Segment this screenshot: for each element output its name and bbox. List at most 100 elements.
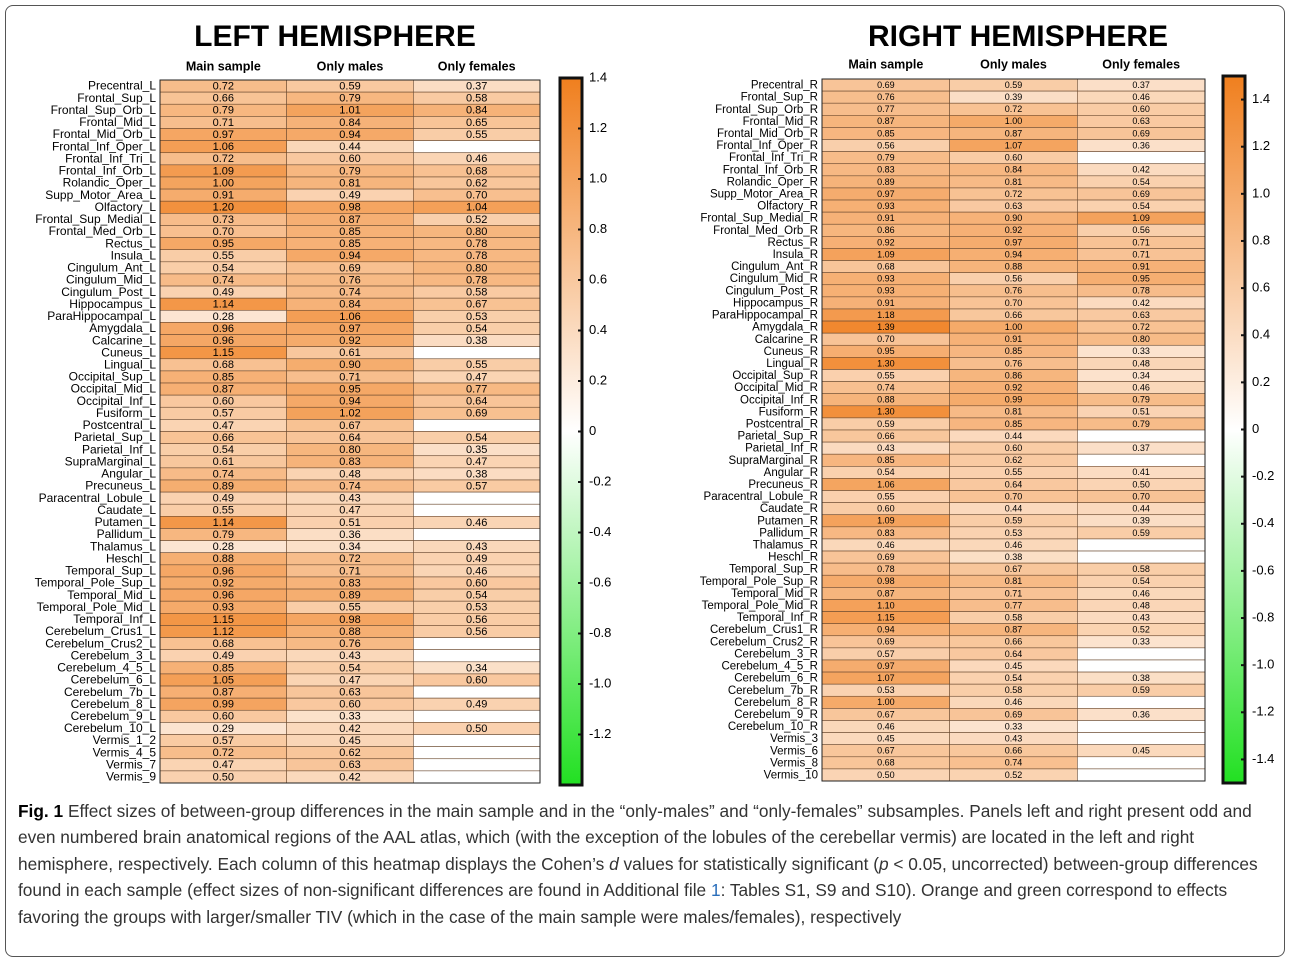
cell-label: 0.70 bbox=[213, 226, 234, 238]
cell-label: 0.76 bbox=[1005, 286, 1023, 296]
colorbar-tick-label: 0 bbox=[589, 423, 596, 438]
empty-cell bbox=[413, 734, 541, 747]
colorbar-tick-label: 1.4 bbox=[589, 69, 607, 84]
row-label: Thalamus_L bbox=[90, 539, 156, 553]
cell-label: 0.57 bbox=[213, 408, 234, 420]
cell-label: 0.47 bbox=[213, 420, 234, 432]
row-label: Olfactory_R bbox=[757, 201, 818, 213]
colorbar-tick-label: 0.8 bbox=[1252, 232, 1270, 247]
cell-label: 0.93 bbox=[877, 201, 895, 211]
cell-label: 0.59 bbox=[1132, 685, 1150, 695]
cell-label: 0.64 bbox=[1005, 649, 1023, 659]
column-header: Only males bbox=[317, 59, 384, 73]
caption-link[interactable]: 1 bbox=[710, 880, 721, 901]
cell-label: 0.88 bbox=[339, 626, 360, 638]
cell-label: 0.88 bbox=[877, 395, 895, 405]
cell-label: 1.05 bbox=[213, 674, 234, 686]
cell-label: 0.86 bbox=[1005, 370, 1023, 380]
column-header: Main sample bbox=[848, 57, 923, 71]
table-border bbox=[821, 78, 1206, 782]
colorbar-tick-label: 1.2 bbox=[589, 120, 607, 135]
cell-label: 0.59 bbox=[1005, 516, 1023, 526]
caption-text: values for statistically significant ( bbox=[618, 853, 879, 874]
row-label: Occipital_Mid_L bbox=[71, 382, 157, 396]
cell-label: 0.80 bbox=[339, 444, 360, 456]
cell-label: 0.72 bbox=[213, 153, 234, 165]
caption-text: : Tables S1, S9 and S10). Orange and gre… bbox=[18, 880, 1228, 927]
colorbar-tick-label: -1.0 bbox=[1252, 657, 1274, 672]
cell-label: 0.87 bbox=[1005, 128, 1023, 138]
cell-label: 0.94 bbox=[877, 625, 895, 635]
cell-label: 0.54 bbox=[877, 467, 895, 477]
cell-label: 0.45 bbox=[877, 734, 895, 744]
cell-label: 0.71 bbox=[339, 565, 360, 577]
cell-label: 0.58 bbox=[466, 287, 487, 299]
row-label: Cuneus_L bbox=[101, 345, 156, 359]
row-label: Precentral_R bbox=[751, 80, 818, 92]
row-label: Cerebelum_4_5_L bbox=[57, 661, 156, 675]
row-label: Rectus_R bbox=[768, 237, 819, 249]
row-label: Temporal_Mid_L bbox=[67, 588, 156, 602]
cell-label: 0.62 bbox=[466, 177, 487, 189]
cell-label: 0.39 bbox=[1005, 92, 1023, 102]
cell-label: 0.49 bbox=[213, 287, 234, 299]
empty-cell bbox=[413, 528, 541, 541]
cell-label: 0.78 bbox=[466, 250, 487, 262]
column-header: Only males bbox=[980, 57, 1047, 71]
row-label: Cerebelum_10_R bbox=[728, 721, 818, 733]
cell-label: 0.67 bbox=[466, 299, 487, 311]
row-label: Rectus_L bbox=[105, 236, 156, 250]
row-label: Occipital_Mid_R bbox=[734, 382, 818, 394]
cell-label: 0.43 bbox=[339, 493, 360, 505]
row-label: Vermis_9 bbox=[106, 770, 156, 784]
cell-label: 0.76 bbox=[1005, 358, 1023, 368]
cell-label: 0.52 bbox=[466, 214, 487, 226]
row-label: Precuneus_L bbox=[85, 479, 156, 493]
cell-label: 0.74 bbox=[877, 383, 895, 393]
caption-text: p bbox=[878, 853, 889, 874]
empty-cell bbox=[413, 140, 541, 154]
table-border bbox=[159, 79, 541, 784]
cell-label: 0.47 bbox=[339, 674, 360, 686]
cell-label: 0.47 bbox=[339, 505, 360, 517]
colorbar-tick-label: 0.4 bbox=[589, 322, 607, 337]
row-label: Cingulum_Post_L bbox=[61, 285, 156, 299]
panel-title: RIGHT HEMISPHERE bbox=[868, 20, 1168, 53]
row-label: Frontal_Sup_Orb_R bbox=[715, 104, 818, 116]
cell-label: 0.38 bbox=[1005, 552, 1023, 562]
cell-label: 0.44 bbox=[1005, 431, 1023, 441]
row-label: Cerebelum_Crus1_L bbox=[45, 624, 156, 638]
colorbar-tick-label: -1.4 bbox=[1252, 751, 1274, 766]
row-label: Parietal_Inf_L bbox=[82, 442, 156, 456]
cell-label: 0.92 bbox=[1005, 383, 1023, 393]
cell-label: 0.43 bbox=[339, 650, 360, 662]
cell-label: 0.92 bbox=[213, 577, 234, 589]
cell-label: 1.10 bbox=[877, 600, 895, 610]
cell-label: 0.60 bbox=[1005, 153, 1023, 163]
row-label: Frontal_Inf_Oper_R bbox=[716, 140, 818, 152]
row-label: Hippocampus_L bbox=[69, 297, 156, 311]
cell-label: 1.09 bbox=[1132, 213, 1150, 223]
row-label: Thalamus_R bbox=[753, 540, 818, 552]
cell-label: 0.56 bbox=[1005, 274, 1023, 284]
cell-label: 0.33 bbox=[339, 711, 360, 723]
row-label: Caudate_L bbox=[97, 503, 156, 517]
cell-label: 0.60 bbox=[1005, 443, 1023, 453]
cell-label: 0.98 bbox=[339, 614, 360, 626]
row-label: Vermis_1_2 bbox=[93, 733, 157, 747]
cell-label: 1.02 bbox=[339, 408, 360, 420]
cell-label: 0.49 bbox=[466, 699, 487, 711]
cell-label: 0.85 bbox=[339, 226, 360, 238]
cell-label: 1.09 bbox=[877, 249, 895, 259]
cell-label: 0.71 bbox=[339, 371, 360, 383]
row-label: Frontal_Inf_Orb_R bbox=[723, 164, 818, 176]
row-label: Paracentral_Lobule_R bbox=[704, 491, 818, 503]
panel-title: LEFT HEMISPHERE bbox=[194, 20, 476, 53]
row-label: Occipital_Inf_R bbox=[740, 394, 818, 406]
cell-label: 1.00 bbox=[1005, 322, 1023, 332]
cell-label: 0.90 bbox=[339, 359, 360, 371]
cell-label: 0.68 bbox=[213, 359, 234, 371]
cell-label: 0.85 bbox=[339, 238, 360, 250]
empty-cell bbox=[1077, 659, 1206, 673]
